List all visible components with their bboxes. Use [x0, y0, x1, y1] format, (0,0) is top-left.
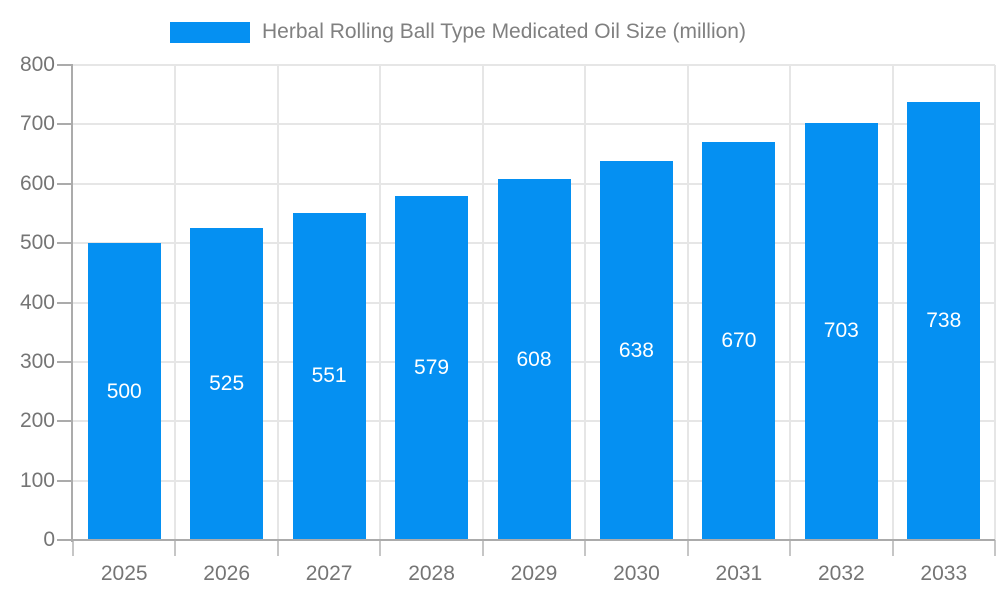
y-axis-label: 100: [19, 468, 55, 492]
bar: 638: [599, 161, 673, 540]
x-axis-tick: [276, 540, 279, 556]
x-axis-tick: [584, 540, 587, 556]
v-gridline: [481, 65, 484, 540]
y-axis-label: 0: [43, 528, 55, 551]
bar-value-label: 738: [926, 308, 962, 332]
y-axis-tick: [57, 539, 73, 541]
bar-value-label: 703: [823, 319, 859, 343]
x-axis-label: 2031: [715, 562, 763, 585]
v-gridline: [789, 65, 792, 540]
bar: 738: [907, 101, 981, 540]
bar-value-label: 638: [618, 338, 654, 362]
bar: 579: [395, 196, 469, 540]
x-axis-label: 2026: [203, 562, 251, 585]
y-axis-label: 500: [19, 231, 55, 255]
bar: 500: [87, 243, 161, 540]
bar: 703: [804, 122, 878, 540]
x-axis-label: 2032: [817, 562, 865, 585]
v-gridline: [276, 65, 279, 540]
bar-value-label: 608: [516, 347, 552, 371]
bar-value-label: 551: [311, 364, 347, 388]
x-axis-tick: [686, 540, 689, 556]
y-axis-label: 600: [19, 171, 55, 195]
v-gridline: [686, 65, 689, 540]
x-axis-label: 2033: [920, 562, 968, 585]
y-axis-label: 800: [19, 53, 55, 76]
v-gridline: [174, 65, 177, 540]
bar-value-label: 579: [414, 356, 450, 380]
y-axis-tick: [57, 123, 73, 126]
h-gridline: [73, 123, 995, 126]
legend-label: Herbal Rolling Ball Type Medicated Oil S…: [262, 20, 746, 43]
x-axis-label: 2025: [100, 562, 148, 585]
x-axis-tick: [174, 540, 177, 556]
legend-swatch: [170, 21, 250, 43]
x-axis-line: [71, 539, 995, 541]
y-axis-tick: [57, 360, 73, 363]
y-axis-tick: [57, 301, 73, 304]
y-axis-line: [71, 65, 73, 542]
bar: 608: [497, 179, 571, 540]
bar: 525: [190, 228, 264, 540]
x-axis-tick: [789, 540, 792, 556]
bar: 670: [702, 142, 776, 540]
x-axis-tick: [379, 540, 382, 556]
y-axis-label: 700: [19, 112, 55, 136]
bar: 551: [292, 212, 366, 540]
y-axis-label: 200: [19, 409, 55, 433]
y-axis-label: 400: [19, 290, 55, 314]
v-gridline: [584, 65, 587, 540]
y-axis-tick: [57, 64, 73, 66]
y-axis-tick: [57, 420, 73, 423]
y-axis-tick: [57, 242, 73, 245]
v-gridline: [994, 65, 996, 540]
y-axis-label: 300: [19, 349, 55, 373]
h-gridline: [73, 64, 995, 66]
x-axis-label: 2029: [510, 562, 558, 585]
v-gridline: [379, 65, 382, 540]
x-axis-tick: [994, 540, 996, 556]
y-axis-tick: [57, 479, 73, 482]
y-axis-tick: [57, 182, 73, 185]
bar-value-label: 525: [209, 372, 245, 396]
bar-value-label: 670: [721, 329, 757, 353]
x-axis-tick: [72, 540, 74, 556]
x-axis-tick: [481, 540, 484, 556]
legend-item[interactable]: Herbal Rolling Ball Type Medicated Oil S…: [170, 12, 746, 52]
x-axis-label: 2030: [613, 562, 660, 585]
x-axis-tick: [891, 540, 894, 556]
v-gridline: [891, 65, 894, 540]
x-axis-label: 2028: [408, 562, 455, 585]
x-axis-label: 2027: [305, 562, 353, 585]
bar-value-label: 500: [106, 379, 142, 403]
